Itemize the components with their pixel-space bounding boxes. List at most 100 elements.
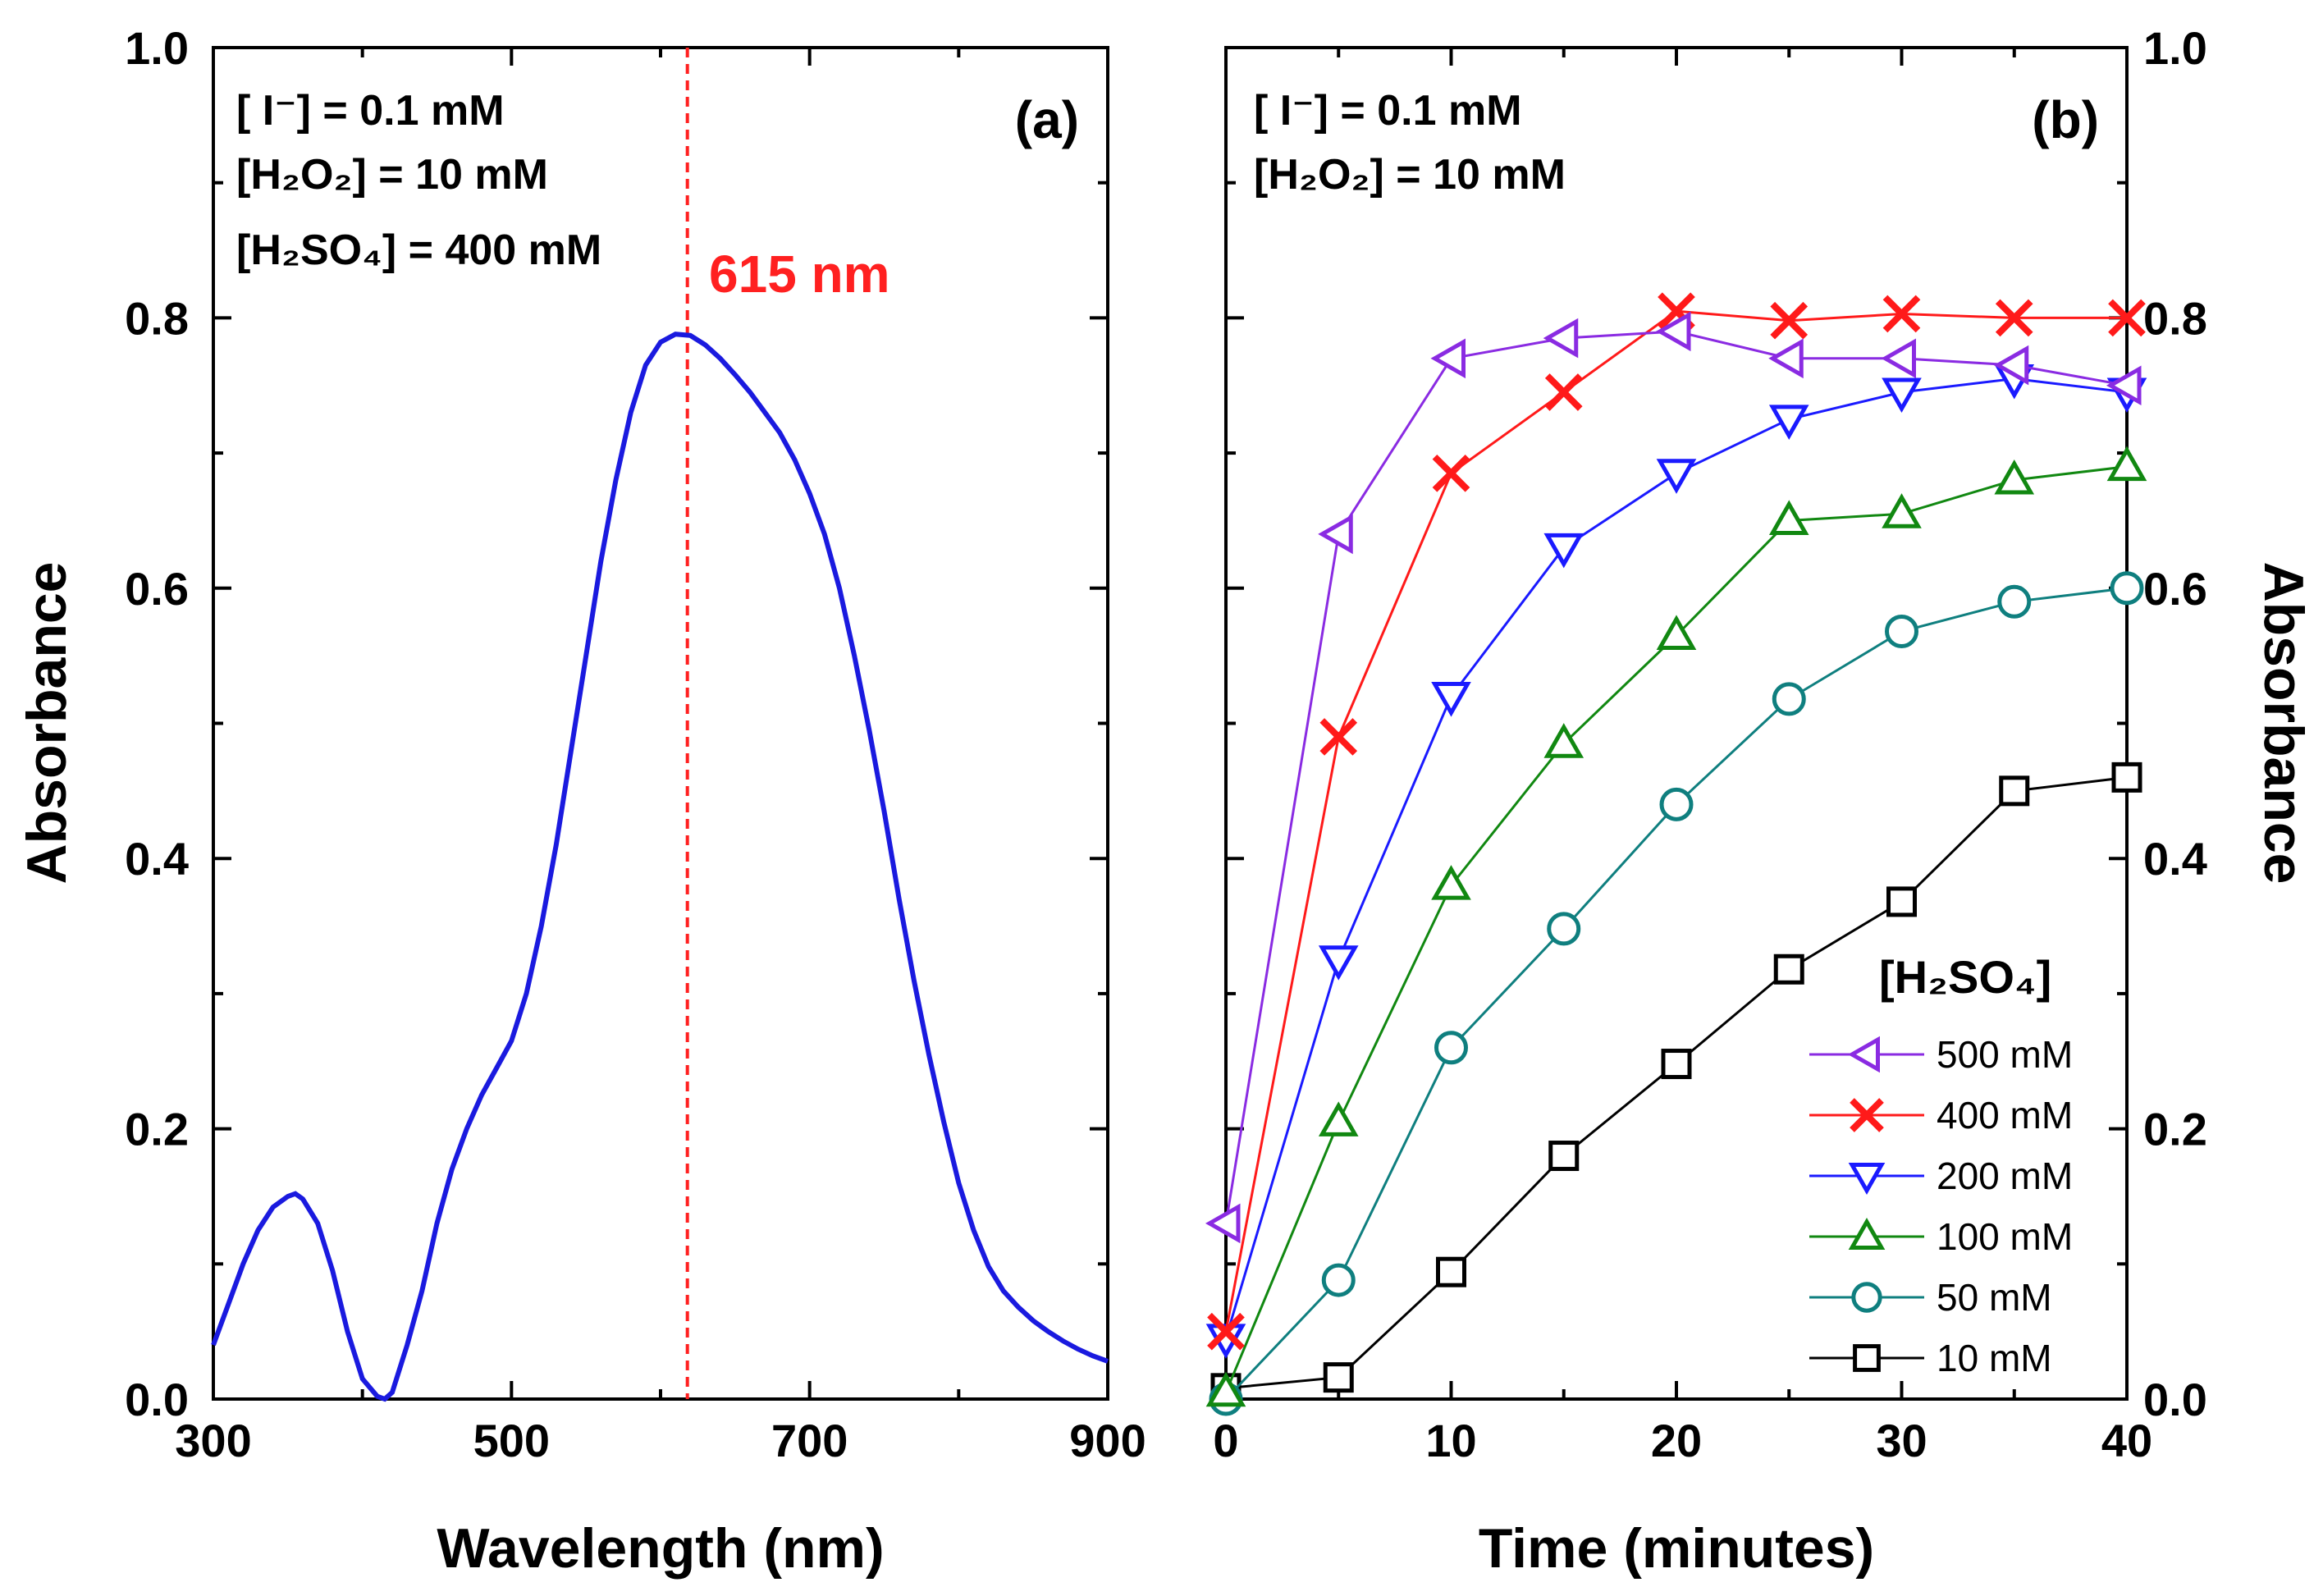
marker-x-stroke — [1544, 373, 1583, 411]
a-x-tick-label: 700 — [771, 1415, 848, 1466]
marker-x — [1544, 373, 1583, 411]
marker-square — [1773, 953, 1804, 985]
legend-label: 500 mM — [1937, 1033, 2073, 1076]
a-y-tick-label: 0.2 — [125, 1104, 189, 1155]
b-x-tick-label: 30 — [1876, 1415, 1927, 1466]
marker-triangle-up — [1848, 1217, 1886, 1250]
marker-triangle-up — [1543, 723, 1584, 758]
legend-item: 400 mM — [1809, 1094, 2073, 1136]
panel-a-xlabel: Wavelength (nm) — [437, 1517, 884, 1580]
marker-triangle-left — [1205, 1203, 1241, 1244]
legend-label: 50 mM — [1937, 1276, 2052, 1319]
a-x-tick-label: 500 — [473, 1415, 550, 1466]
marker-triangle-left — [1768, 338, 1804, 379]
legend-item: 200 mM — [1809, 1155, 2073, 1197]
series-50-mM — [1209, 571, 2144, 1416]
marker-square — [1886, 886, 1917, 917]
marker-triangle-up — [1882, 493, 1922, 528]
legend-item: 10 mM — [1809, 1337, 2052, 1379]
legend-label: 10 mM — [1937, 1337, 2052, 1379]
b-y-tick-label: 0.0 — [2143, 1374, 2207, 1425]
a-y-tick-label: 0.8 — [125, 292, 189, 344]
marker-triangle-down — [1882, 377, 1922, 414]
marker-circle — [1997, 584, 2032, 619]
marker-triangle-down — [1656, 459, 1697, 494]
marker-triangle-up — [2106, 446, 2147, 482]
marker-x — [1432, 454, 1470, 492]
marker-triangle-up — [1431, 865, 1471, 900]
marker-x-stroke — [1319, 718, 1358, 756]
panel-b: 0 10 20 30 400.0 0.2 0.4 0.6 0.8 1.0 (b) [ I⁻] = … — [1205, 22, 2315, 1580]
a-y-tick-label: 0.0 — [125, 1374, 189, 1425]
series-200-mM — [1205, 364, 2147, 1359]
marker-square — [1661, 1049, 1692, 1080]
marker-triangle-down — [1318, 945, 1359, 981]
marker-square — [1323, 1362, 1354, 1393]
series-100-mM — [1205, 446, 2147, 1407]
marker-triangle-up — [1656, 615, 1697, 650]
panel-a-note-h2so4: [H₂SO₄] = 400 mM — [236, 226, 601, 274]
a-y-tick-label: 1.0 — [125, 22, 189, 74]
b-y-tick-label: 0.6 — [2143, 563, 2207, 615]
marker-square — [1999, 775, 2030, 807]
panel-b-note-h2o2: [H₂O₂] = 10 mM — [1254, 151, 1566, 199]
marker-x — [1995, 299, 2033, 337]
marker-square — [1548, 1141, 1580, 1172]
marker-triangle-down — [1431, 682, 1471, 717]
b-x-tick-label: 10 — [1425, 1415, 1476, 1466]
marker-triangle-left — [1655, 311, 1691, 352]
marker-circle — [2110, 571, 2144, 606]
marker-x-stroke — [1882, 295, 1921, 333]
marker-x — [2108, 299, 2146, 337]
marker-circle — [1851, 1282, 1882, 1313]
marker-x-stroke — [1207, 1312, 1245, 1351]
marker-x-stroke — [2108, 299, 2146, 337]
marker-triangle-down — [1768, 405, 1809, 440]
marker-triangle-up — [1994, 460, 2035, 495]
panel-a-note-iodide: [ I⁻] = 0.1 mM — [236, 87, 505, 135]
marker-circle — [1321, 1263, 1356, 1297]
series-500-mM — [1205, 311, 2142, 1244]
marker-circle — [1434, 1031, 1468, 1065]
b-y-tick-label: 0.8 — [2143, 292, 2207, 344]
b-x-tick-label: 20 — [1651, 1415, 1702, 1466]
legend-item: 500 mM — [1809, 1033, 2073, 1076]
panel-b-ylabel: Absorbance — [2252, 562, 2315, 885]
marker-circle — [1659, 787, 1694, 821]
panel-a-note-h2o2: [H₂O₂] = 10 mM — [236, 151, 548, 199]
marker-triangle-left — [1430, 338, 1466, 379]
legend-label: 400 mM — [1937, 1094, 2073, 1136]
spectrum-line — [211, 332, 1109, 1402]
legend-label: 100 mM — [1937, 1215, 2073, 1258]
panel-b-xlabel: Time (minutes) — [1479, 1517, 1874, 1580]
a-x-tick-label: 300 — [175, 1415, 251, 1466]
a-y-tick-label: 0.6 — [125, 563, 189, 615]
marker-triangle-down — [1543, 533, 1584, 569]
marker-x-stroke — [1770, 301, 1809, 340]
marker-triangle-left — [1993, 345, 2029, 386]
panel-a-label: (a) — [1015, 90, 1079, 149]
marker-triangle-left — [1543, 318, 1579, 359]
marker-triangle-up — [1318, 1101, 1359, 1136]
panel-a: 300 500 700 900 0.0 0.2 0.4 0.6 0.8 1.0 (a) [ I⁻]… — [16, 22, 1146, 1580]
legend-item: 50 mM — [1809, 1276, 2052, 1319]
legend-label: 200 mM — [1937, 1155, 2073, 1197]
marker-circle — [1547, 912, 1581, 946]
marker-x-stroke — [1432, 454, 1470, 492]
legend-title: [H₂SO₄] — [1879, 951, 2051, 1003]
b-y-tick-label: 0.4 — [2143, 833, 2207, 885]
marker-x-stroke — [1995, 299, 2033, 337]
marker-circle — [1772, 682, 1806, 716]
marker-triangle-up — [1205, 1371, 1246, 1407]
panel-b-note-iodide: [ I⁻] = 0.1 mM — [1254, 87, 1522, 135]
legend: [H₂SO₄] 500 mM 400 mM 200 mM 100 mM 50 mM 10 … — [1809, 951, 2073, 1379]
marker-triangle-left — [1881, 338, 1916, 379]
marker-triangle-up — [1768, 500, 1809, 535]
a-y-tick-label: 0.4 — [125, 833, 189, 885]
marker-triangle-left — [1318, 514, 1353, 555]
legend-item: 100 mM — [1809, 1215, 2073, 1258]
marker-circle — [1885, 615, 1918, 649]
marker-triangle-down — [1848, 1163, 1886, 1196]
marker-x-stroke — [1658, 292, 1695, 330]
